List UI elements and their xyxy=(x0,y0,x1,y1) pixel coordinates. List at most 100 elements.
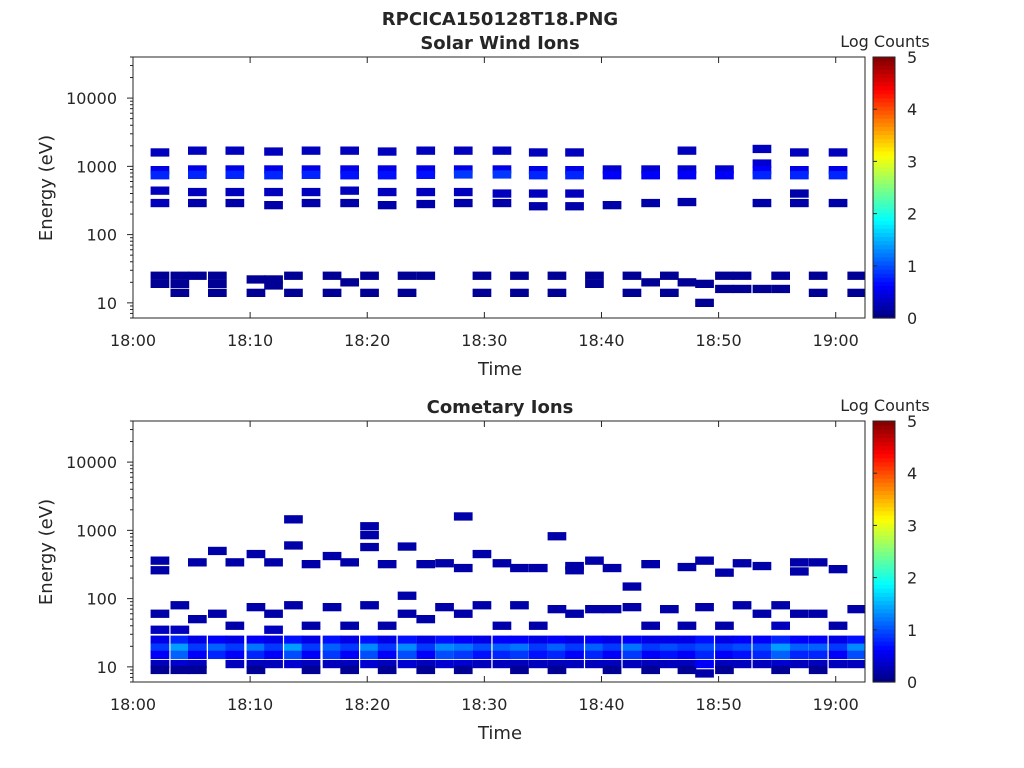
colorbar-swatch xyxy=(873,154,895,160)
heatmap-cell xyxy=(695,298,714,307)
heatmap-cell xyxy=(170,650,190,659)
y-axis-label: Energy (eV) xyxy=(36,135,57,241)
heatmap-cell xyxy=(828,148,848,157)
heatmap-cell xyxy=(246,665,266,675)
heatmap-cell xyxy=(284,288,303,297)
colorbar-swatch xyxy=(873,216,895,221)
heatmap-cell xyxy=(808,558,828,567)
heatmap-cell xyxy=(150,198,170,208)
heatmap-cell xyxy=(264,165,283,174)
colorbar-swatch xyxy=(873,433,895,438)
heatmap-cell xyxy=(695,279,714,288)
heatmap-cell xyxy=(453,609,473,618)
heatmap-cell xyxy=(225,650,245,659)
heatmap-cell xyxy=(660,643,679,652)
heatmap-cell xyxy=(397,609,417,618)
colorbar-swatch xyxy=(873,490,895,496)
heatmap-cell xyxy=(150,171,170,180)
colorbar-swatch xyxy=(873,527,895,532)
colorbar-swatch xyxy=(873,118,895,123)
heatmap-cell xyxy=(377,650,397,659)
colorbar-tick-label: 5 xyxy=(907,48,917,67)
colorbar-swatch xyxy=(873,126,895,132)
heatmap-cell xyxy=(510,659,529,669)
heatmap-cell xyxy=(808,659,828,669)
heatmap-cell xyxy=(416,643,436,652)
heatmap-cell xyxy=(715,665,734,675)
heatmap-cell xyxy=(622,288,642,297)
heatmap-cell xyxy=(510,665,529,675)
heatmap-cell xyxy=(472,549,492,559)
colorbar-swatch xyxy=(873,105,895,111)
heatmap-cell xyxy=(284,659,303,669)
heatmap-cell xyxy=(732,659,752,669)
heatmap-cell xyxy=(547,288,567,297)
heatmap-cell xyxy=(732,601,752,610)
heatmap-cell xyxy=(435,603,454,612)
heatmap-cell xyxy=(732,643,752,652)
colorbar-swatch xyxy=(873,661,895,667)
heatmap-cell xyxy=(188,146,207,155)
colorbar-swatch xyxy=(873,600,895,606)
heatmap-cell xyxy=(188,170,207,179)
heatmap-cell xyxy=(602,605,622,614)
heatmap-cell xyxy=(435,650,454,659)
x-tick-label: 18:40 xyxy=(578,695,624,714)
heatmap-cell xyxy=(715,284,734,294)
heatmap-cell xyxy=(416,187,436,197)
heatmap-cell xyxy=(377,187,397,197)
colorbar-swatch xyxy=(873,494,895,500)
heatmap-cell xyxy=(602,165,622,174)
colorbar-swatch xyxy=(873,588,895,593)
heatmap-cell xyxy=(752,650,772,659)
heatmap-cell xyxy=(602,643,622,652)
heatmap-cell xyxy=(360,643,379,652)
colorbar: 0 1 2 3 4 5 xyxy=(872,412,917,692)
heatmap-cell xyxy=(828,635,848,644)
heatmap-cell xyxy=(188,659,207,669)
colorbar-swatch xyxy=(873,158,895,164)
heatmap-cell xyxy=(435,643,454,652)
heatmap-cell xyxy=(322,551,342,561)
colorbar-swatch xyxy=(873,506,895,512)
heatmap-cell xyxy=(225,165,245,174)
heatmap-cell xyxy=(790,650,809,659)
colorbar-swatch xyxy=(873,281,895,286)
heatmap-cell xyxy=(150,279,170,288)
heatmap-cell xyxy=(301,635,321,644)
heatmap-cell xyxy=(150,643,170,652)
colorbar-tick-label: 4 xyxy=(907,464,917,483)
colorbar-tick-label: 3 xyxy=(907,516,917,535)
colorbar-swatch xyxy=(873,211,895,217)
colorbar-swatch xyxy=(873,518,895,524)
colorbar-swatch xyxy=(873,677,895,683)
heatmap-cell xyxy=(492,170,512,179)
heatmap-cell xyxy=(301,187,321,197)
heatmap-cell xyxy=(150,186,170,195)
heatmap-cell xyxy=(585,643,604,652)
colorbar-swatch xyxy=(873,57,895,62)
heatmap-cell xyxy=(397,288,417,297)
heatmap-cell xyxy=(301,643,321,652)
heatmap-cell xyxy=(602,665,622,675)
heatmap-cell xyxy=(641,171,660,180)
heatmap-cells xyxy=(150,512,865,678)
heatmap-cell xyxy=(847,659,865,669)
heatmap-cell xyxy=(246,643,266,652)
heatmap-cell xyxy=(565,148,584,157)
colorbar-swatch xyxy=(873,461,895,467)
heatmap-cell xyxy=(284,515,303,524)
heatmap-cell xyxy=(585,271,604,280)
heatmap-cell xyxy=(225,198,245,208)
heatmap-cell xyxy=(264,171,283,180)
colorbar-swatch xyxy=(873,97,895,103)
colorbar-swatch xyxy=(873,641,895,646)
heatmap-cell xyxy=(360,542,379,552)
heatmap-cell xyxy=(225,170,245,179)
colorbar-swatch xyxy=(873,293,895,299)
heatmap-cell xyxy=(622,582,642,591)
colorbar-swatch xyxy=(873,81,895,87)
heatmap-cell xyxy=(528,202,548,211)
heatmap-cell xyxy=(264,558,283,567)
heatmap-cell xyxy=(528,643,548,652)
